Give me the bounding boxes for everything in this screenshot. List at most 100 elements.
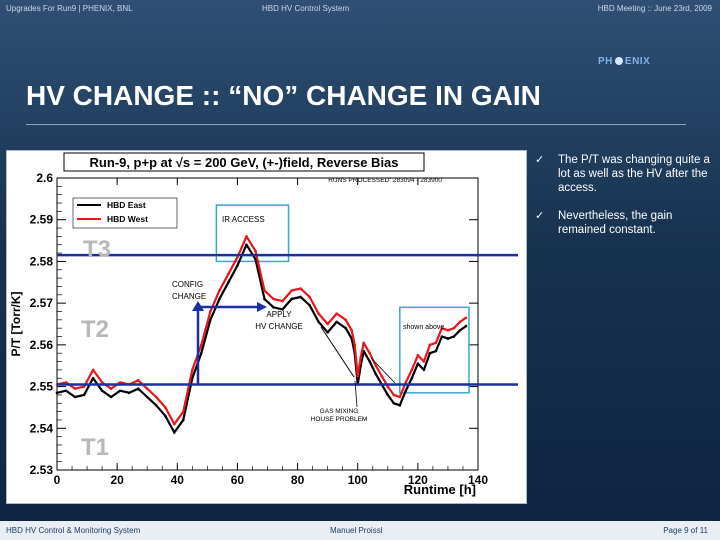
- logo-text-left: PH: [598, 56, 613, 67]
- data-point: [317, 312, 320, 315]
- data-point: [145, 387, 149, 390]
- legend-east-label: HBD East: [107, 200, 146, 210]
- data-point: [182, 410, 185, 413]
- bullet-item: ✓ Nevertheless, the gain remained consta…: [532, 209, 712, 237]
- data-point: [335, 320, 338, 324]
- data-point: [218, 289, 221, 292]
- data-point: [428, 343, 432, 347]
- y-tick-label: 2.53: [30, 463, 54, 477]
- t2-label: T2: [81, 316, 109, 343]
- data-point: [452, 335, 456, 338]
- x-tick-label: 120: [408, 473, 428, 487]
- data-point: [245, 235, 248, 238]
- data-point: [356, 374, 360, 378]
- gas-mixing-label-2: HOUSE PROBLEM: [311, 416, 368, 423]
- data-point: [281, 299, 284, 303]
- annotation-boxes: [215, 204, 470, 394]
- data-point: [464, 324, 468, 328]
- data-point: [73, 395, 77, 399]
- apply-hv-label-1: APPLY: [266, 310, 292, 319]
- data-point: [374, 372, 378, 376]
- data-point: [290, 289, 293, 292]
- y-tick-label: 2.59: [30, 213, 54, 227]
- y-axis-ticks: 2.53 2.54 2.55 2.56 2.57 2.58 2.59 2.6: [30, 171, 478, 477]
- bullet-list: ✓ The P/T was changing quite a lot as we…: [532, 153, 712, 251]
- x-axis-ticks: 0 20 40 60 80 100 120 140: [54, 178, 488, 487]
- data-point: [326, 331, 329, 334]
- series-layer: [55, 235, 468, 434]
- slide-title: HV CHANGE :: “NO” CHANGE IN GAIN: [26, 80, 541, 111]
- data-point: [118, 389, 122, 393]
- x-tick-label: 100: [348, 473, 368, 487]
- plot-title-box: [63, 152, 425, 172]
- data-point: [434, 341, 438, 345]
- logo-dot-icon: [614, 57, 623, 65]
- data-point: [446, 337, 450, 340]
- data-point: [64, 381, 68, 384]
- data-point: [392, 401, 396, 405]
- data-point: [200, 351, 203, 355]
- y-tick-label: 2.55: [30, 380, 54, 394]
- bullet-text: Nevertheless, the gain remained constant…: [558, 210, 673, 236]
- config-change-label-2: CHANGE: [172, 292, 206, 301]
- data-point: [428, 351, 432, 355]
- data-point: [209, 310, 212, 313]
- data-point: [281, 308, 284, 311]
- data-point: [263, 289, 266, 292]
- data-point: [163, 406, 167, 409]
- data-point: [272, 297, 275, 301]
- legend: HBD East HBD West: [72, 197, 178, 229]
- data-point: [362, 341, 366, 345]
- data-point: [236, 264, 239, 267]
- shown-above-pointer-line: [370, 357, 396, 384]
- data-point: [458, 328, 462, 332]
- data-point: [386, 385, 390, 388]
- data-point: [380, 374, 384, 378]
- apply-pointer-line: [320, 326, 355, 378]
- y-tick-label: 2.56: [30, 338, 54, 352]
- shown-above-label: shown above: [403, 324, 444, 331]
- data-point: [416, 362, 420, 365]
- x-tick-label: 0: [54, 473, 61, 487]
- data-point: [398, 395, 402, 399]
- data-point: [263, 297, 266, 301]
- data-point: [404, 381, 408, 384]
- data-point: [416, 353, 420, 357]
- config-change-label-1: CONFIG: [172, 280, 203, 289]
- data-point: [118, 381, 122, 384]
- footer-right-text: Page 9 of 11: [663, 526, 708, 535]
- data-point: [410, 368, 414, 372]
- data-point: [368, 351, 372, 355]
- legend-box: [72, 197, 178, 229]
- data-point: [182, 418, 185, 422]
- data-point: [209, 318, 212, 322]
- phenix-logo: PH ENIX: [598, 56, 650, 67]
- data-point: [91, 376, 95, 380]
- y-tick-label: 2.54: [30, 421, 54, 435]
- data-point: [91, 368, 95, 372]
- header-center-text: HBD HV Control System: [262, 4, 350, 13]
- data-point: [254, 249, 257, 253]
- header-right-text: HBD Meeting :: June 23rd, 2009: [597, 4, 712, 13]
- data-point: [145, 395, 149, 399]
- data-point: [109, 387, 113, 390]
- data-point: [344, 326, 347, 330]
- ir-access-box: [215, 204, 290, 263]
- data-point: [191, 368, 194, 372]
- data-point: [317, 320, 320, 324]
- data-point: [172, 422, 176, 426]
- x-tick-label: 80: [291, 473, 305, 487]
- x-tick-label: 60: [231, 473, 245, 487]
- data-point: [308, 295, 311, 299]
- data-point: [326, 322, 329, 326]
- t3-label: T3: [83, 236, 111, 263]
- data-point: [422, 360, 426, 363]
- bullet-item: ✓ The P/T was changing quite a lot as we…: [532, 153, 712, 195]
- data-point: [218, 297, 221, 301]
- title-divider: [26, 124, 686, 125]
- data-point: [359, 356, 363, 359]
- data-point: [227, 280, 230, 284]
- pt-runtime-chart: Run-9, p+p at √s = 200 GeV, (+-)field, R…: [9, 152, 518, 497]
- data-point: [422, 368, 426, 372]
- t1-label: T1: [81, 434, 109, 461]
